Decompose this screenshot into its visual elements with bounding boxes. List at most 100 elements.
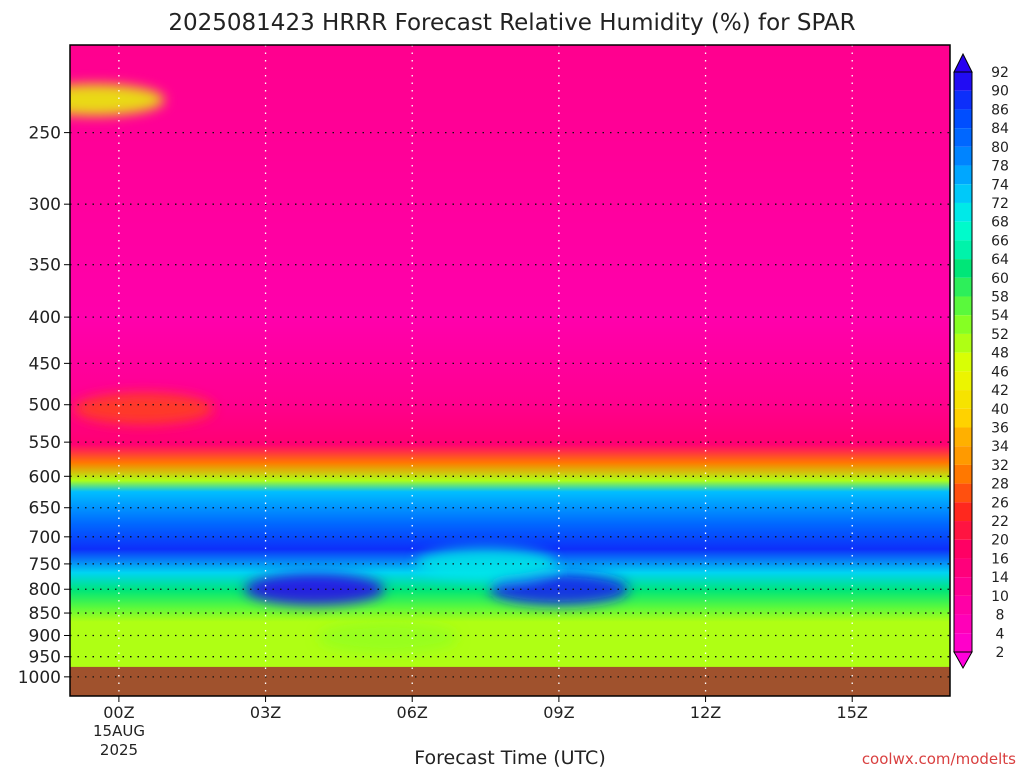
colorbar-swatch-42 xyxy=(954,371,972,391)
y-tick-label-400: 400 xyxy=(29,308,61,328)
x-tick-label-09Z: 09Z xyxy=(543,703,574,722)
y-tick-label-650: 650 xyxy=(29,499,61,519)
y-tick-label-700: 700 xyxy=(29,528,61,548)
x-tick-label-06Z: 06Z xyxy=(397,703,428,722)
colorbar-label-14: 14 xyxy=(991,570,1009,586)
colorbar-label-48: 48 xyxy=(991,346,1009,362)
colorbar-label-58: 58 xyxy=(991,290,1009,306)
colorbar-label-40: 40 xyxy=(991,402,1009,418)
colorbar-swatch-14 xyxy=(954,558,972,578)
colorbar-label-60: 60 xyxy=(991,271,1009,287)
colorbar-swatch-52 xyxy=(954,315,972,334)
colorbar-swatch-22 xyxy=(954,502,972,522)
x-tick-label-15Z: 15Z xyxy=(837,703,868,722)
x-date-line1: 15AUG xyxy=(93,722,145,740)
x-tick-label-00Z: 00Z xyxy=(103,703,134,722)
humidity-feature-4 xyxy=(415,547,556,580)
colorbar-label-64: 64 xyxy=(991,252,1009,268)
colorbar-frame xyxy=(953,71,973,653)
colorbar: 2481014162022262832343640424648525458606… xyxy=(953,52,1009,670)
colorbar-swatch-90 xyxy=(954,72,972,91)
colorbar-swatch-84 xyxy=(954,109,972,129)
colorbar-label-92: 92 xyxy=(991,65,1009,81)
colorbar-swatch-32 xyxy=(954,446,972,465)
colorbar-label-16: 16 xyxy=(991,551,1009,567)
colorbar-label-10: 10 xyxy=(991,589,1009,605)
colorbar-swatch-66 xyxy=(954,221,972,241)
y-tick-label-800: 800 xyxy=(29,580,61,600)
y-tick-label-1000: 1000 xyxy=(18,668,61,688)
colorbar-label-66: 66 xyxy=(991,233,1009,249)
colorbar-swatch-54 xyxy=(954,296,972,316)
colorbar-label-28: 28 xyxy=(991,477,1009,493)
x-axis: 00Z 03Z 06Z 09Z 12Z 15Z xyxy=(103,696,868,722)
source-label: coolwx.com/modelts xyxy=(862,750,1016,768)
x-tick-label-03Z: 03Z xyxy=(250,703,281,722)
colorbar-label-80: 80 xyxy=(991,140,1009,156)
y-tick-label-300: 300 xyxy=(29,195,61,215)
colorbar-label-34: 34 xyxy=(991,439,1009,455)
colorbar-label-36: 36 xyxy=(991,420,1009,436)
plot-area xyxy=(70,45,950,696)
y-tick-label-450: 450 xyxy=(29,354,61,374)
y-tick-label-850: 850 xyxy=(29,604,61,624)
humidity-feature-2 xyxy=(244,573,385,606)
colorbar-swatch-8 xyxy=(954,595,972,615)
colorbar-swatch-2 xyxy=(954,633,972,652)
colorbar-swatch-68 xyxy=(954,202,972,222)
colorbar-label-20: 20 xyxy=(991,533,1009,549)
colorbar-swatch-36 xyxy=(954,408,972,428)
y-tick-label-900: 900 xyxy=(29,626,61,646)
colorbar-label-52: 52 xyxy=(991,327,1009,343)
colorbar-swatch-86 xyxy=(954,90,972,110)
colorbar-swatch-72 xyxy=(954,184,972,203)
chart-title: 2025081423 HRRR Forecast Relative Humidi… xyxy=(168,10,855,36)
y-tick-label-500: 500 xyxy=(29,396,61,416)
humidity-feature-0 xyxy=(70,83,165,116)
y-tick-label-600: 600 xyxy=(29,467,61,487)
y-tick-label-550: 550 xyxy=(29,433,61,453)
y-axis: 2503003504004505005506006507007508008509… xyxy=(18,124,70,688)
colorbar-swatch-28 xyxy=(954,464,972,484)
x-date-line2: 2025 xyxy=(100,741,138,759)
colorbar-swatch-4 xyxy=(954,614,972,634)
colorbar-label-86: 86 xyxy=(991,102,1009,118)
colorbar-label-22: 22 xyxy=(991,514,1009,530)
colorbar-swatch-64 xyxy=(954,240,972,260)
colorbar-label-32: 32 xyxy=(991,458,1009,474)
colorbar-label-54: 54 xyxy=(991,308,1009,324)
colorbar-swatch-48 xyxy=(954,333,972,353)
colorbar-swatch-20 xyxy=(954,521,972,540)
colorbar-label-4: 4 xyxy=(996,626,1005,642)
colorbar-label-84: 84 xyxy=(991,121,1009,137)
colorbar-label-42: 42 xyxy=(991,383,1009,399)
colorbar-swatch-80 xyxy=(954,128,972,147)
colorbar-label-74: 74 xyxy=(991,177,1009,193)
colorbar-swatch-40 xyxy=(954,390,972,409)
ground-surface xyxy=(70,666,950,696)
colorbar-swatch-60 xyxy=(954,259,972,278)
colorbar-label-2: 2 xyxy=(996,645,1005,661)
colorbar-top-arrow xyxy=(953,52,973,73)
colorbar-label-72: 72 xyxy=(991,196,1009,212)
colorbar-label-46: 46 xyxy=(991,364,1009,380)
colorbar-swatch-26 xyxy=(954,483,972,503)
x-tick-label-12Z: 12Z xyxy=(690,703,721,722)
colorbar-label-8: 8 xyxy=(996,608,1005,624)
y-tick-label-250: 250 xyxy=(29,124,61,144)
y-tick-label-350: 350 xyxy=(29,256,61,276)
colorbar-swatch-78 xyxy=(954,146,972,166)
humidity-feature-1 xyxy=(73,392,214,425)
colorbar-swatch-46 xyxy=(954,352,972,372)
colorbar-swatch-10 xyxy=(954,577,972,596)
colorbar-swatch-16 xyxy=(954,539,972,559)
humidity-features xyxy=(70,83,629,654)
colorbar-swatch-58 xyxy=(954,277,972,297)
colorbar-label-26: 26 xyxy=(991,495,1009,511)
colorbar-swatch-34 xyxy=(954,427,972,447)
humidity-feature-5 xyxy=(317,621,458,654)
y-tick-label-950: 950 xyxy=(29,648,61,668)
x-axis-label: Forecast Time (UTC) xyxy=(414,747,605,768)
y-tick-label-750: 750 xyxy=(29,555,61,575)
